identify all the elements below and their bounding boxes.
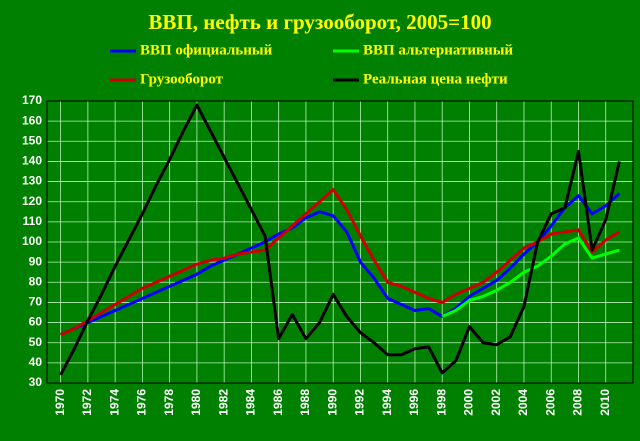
y-tick-label: 130	[22, 174, 42, 188]
chart-title: ВВП, нефть и грузооборот, 2005=100	[148, 10, 491, 34]
x-tick-label: 1974	[107, 389, 121, 416]
series-line	[60, 188, 621, 337]
y-tick-label: 80	[29, 274, 43, 288]
y-tick-label: 40	[29, 355, 43, 369]
series-line	[59, 103, 621, 376]
x-tick-label: 2004	[516, 389, 530, 416]
y-tick-label: 60	[29, 315, 43, 329]
y-tick-label: 140	[22, 154, 42, 168]
legend-label: Реальная цена нефти	[363, 71, 508, 87]
x-tick-label: 1984	[244, 389, 258, 416]
x-tick-label: 1972	[80, 389, 94, 416]
y-tick-label: 30	[29, 375, 43, 389]
x-tick-label: 2006	[543, 389, 557, 416]
x-tick-label: 1980	[189, 389, 203, 416]
x-tick-label: 1970	[53, 389, 67, 416]
x-tick-label: 2010	[598, 389, 612, 416]
x-tick-label: 1992	[353, 389, 367, 416]
y-tick-label: 120	[22, 194, 42, 208]
y-tick-label: 150	[22, 133, 42, 147]
x-tick-label: 1996	[407, 389, 421, 416]
x-tick-label: 1990	[325, 389, 339, 416]
x-tick-label: 2002	[489, 389, 503, 416]
x-tick-label: 1982	[216, 389, 230, 416]
y-tick-label: 70	[29, 295, 43, 309]
y-tick-label: 110	[23, 214, 43, 228]
legend-label: ВВП альтернативный	[363, 42, 513, 58]
x-tick-label: 1978	[162, 389, 176, 416]
legend: ВВП официальный ВВП альтернативный Грузооб…	[110, 42, 513, 87]
plot-border	[46, 100, 634, 384]
legend-label: ВВП официальный	[140, 42, 273, 58]
x-tick-label: 2008	[571, 389, 585, 416]
y-tick-label: 90	[29, 254, 43, 268]
x-tick-label: 1998	[434, 389, 448, 416]
y-tick-label: 170	[22, 93, 42, 107]
x-tick-label: 1986	[271, 389, 285, 416]
x-tick-label: 1988	[298, 389, 312, 416]
x-tick-label: 2000	[462, 389, 476, 416]
y-tick-label: 100	[22, 234, 42, 248]
y-tick-label: 160	[22, 113, 42, 127]
x-tick-label: 1976	[135, 389, 149, 416]
legend-label: Грузооборот	[140, 71, 224, 87]
series-line	[60, 192, 621, 337]
x-tick-label: 1994	[380, 389, 394, 416]
y-tick-label: 50	[29, 335, 43, 349]
